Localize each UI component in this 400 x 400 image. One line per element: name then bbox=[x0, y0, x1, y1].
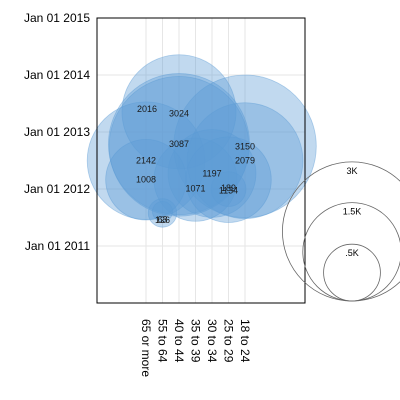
y-tick-label: Jan 01 2015 bbox=[24, 11, 90, 25]
bubble[interactable] bbox=[186, 102, 304, 219]
bubble[interactable] bbox=[153, 137, 238, 222]
size-legend: 3K 1.5K .5K bbox=[282, 161, 400, 302]
data-label: 2016 bbox=[137, 104, 157, 114]
data-label: 1071 bbox=[185, 184, 205, 194]
bubble[interactable] bbox=[86, 101, 206, 220]
data-label: 2142 bbox=[136, 156, 156, 166]
plot-frame bbox=[96, 17, 306, 304]
bubble[interactable] bbox=[173, 74, 317, 218]
y-axis: Jan 01 2011 Jan 01 2012 Jan 01 2013 Jan 01 … bbox=[24, 11, 90, 253]
data-label: 3150 bbox=[235, 141, 255, 151]
y-tick-label: Jan 01 2012 bbox=[24, 182, 90, 196]
y-tick-label: Jan 01 2014 bbox=[24, 68, 90, 82]
bubble[interactable] bbox=[147, 198, 178, 228]
data-label: 1008 bbox=[136, 175, 156, 185]
size-legend-label: 1.5K bbox=[343, 207, 362, 217]
x-tick-label: 30 to 34 bbox=[205, 319, 219, 363]
bubble[interactable] bbox=[185, 136, 272, 223]
data-label: 3024 bbox=[169, 108, 189, 118]
x-tick-label: 55 to 64 bbox=[156, 319, 170, 363]
y-tick-label: Jan 01 2011 bbox=[25, 239, 90, 253]
data-label: 126 bbox=[155, 215, 170, 225]
x-tick-label: 35 to 39 bbox=[189, 319, 203, 363]
bubble[interactable] bbox=[210, 171, 247, 207]
x-tick-label: 65 or more bbox=[139, 319, 153, 377]
data-label: 2079 bbox=[235, 156, 255, 166]
size-legend-circle bbox=[323, 243, 381, 302]
data-label: 1197 bbox=[202, 168, 221, 178]
bubble[interactable] bbox=[105, 138, 187, 221]
x-axis: 65 or more 55 to 64 40 to 44 35 to 39 30 to … bbox=[139, 319, 252, 377]
bubble[interactable] bbox=[108, 73, 250, 216]
data-label: 189 bbox=[221, 183, 236, 193]
size-legend-label: 3K bbox=[346, 166, 357, 176]
bubble[interactable] bbox=[108, 76, 250, 217]
bubble[interactable] bbox=[121, 54, 237, 170]
x-tick-label: 18 to 24 bbox=[238, 319, 252, 363]
data-label: 63 bbox=[157, 215, 167, 225]
y-tick-label: Jan 01 2013 bbox=[24, 125, 90, 139]
x-tick-label: 25 to 29 bbox=[222, 319, 236, 363]
bubble[interactable] bbox=[152, 201, 173, 223]
bubble[interactable] bbox=[167, 129, 257, 218]
data-label: 1134 bbox=[219, 186, 238, 196]
x-tick-label: 40 to 44 bbox=[172, 319, 186, 363]
data-label: 3087 bbox=[169, 139, 189, 149]
bubble-series bbox=[86, 54, 317, 228]
size-legend-label: .5K bbox=[345, 248, 359, 258]
